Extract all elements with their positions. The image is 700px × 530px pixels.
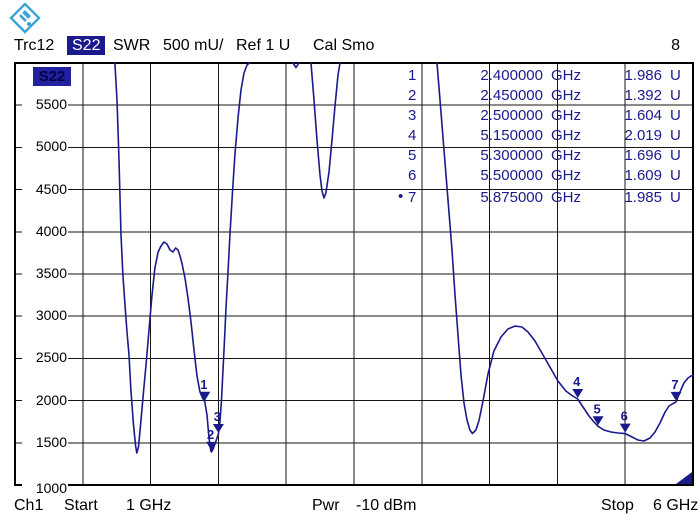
marker-table-frequency: 5.150000 xyxy=(480,127,543,144)
marker-table-number: 1 xyxy=(408,67,417,84)
marker-number-5: 5 xyxy=(593,401,600,416)
y-axis-tick-label: 5500 xyxy=(22,97,68,113)
marker-triangle-3[interactable] xyxy=(212,424,224,434)
marker-table-number: 4 xyxy=(408,127,417,144)
marker-table-number: 7 xyxy=(408,189,417,206)
marker-number-3: 3 xyxy=(214,409,221,424)
marker-table-value-unit: U xyxy=(670,127,681,144)
marker-table-number: 5 xyxy=(408,147,417,164)
marker-table-frequency: 2.450000 xyxy=(480,87,543,104)
marker-table-row: • 7 5.875000 GHz 1.985 U xyxy=(0,188,693,209)
marker-triangle-4[interactable] xyxy=(572,388,584,398)
start-freq-value: 1 GHz xyxy=(126,497,172,514)
marker-table-freq-unit: GHz xyxy=(551,87,581,104)
trace-scale-label: 500 mU/ xyxy=(163,37,224,54)
y-axis-tick-label: 2000 xyxy=(22,392,68,408)
marker-table-freq-unit: GHz xyxy=(551,127,581,144)
ref-level-wedge-icon xyxy=(676,472,692,484)
marker-table-value-unit: U xyxy=(670,189,681,206)
marker-triangle-1[interactable] xyxy=(199,391,211,401)
marker-table-value-unit: U xyxy=(670,147,681,164)
marker-table-value-unit: U xyxy=(670,67,681,84)
marker-table-number: 6 xyxy=(408,167,417,184)
marker-table-row: 6 5.500000 GHz 1.609 U xyxy=(0,167,693,187)
y-axis-tick-label: 3500 xyxy=(22,266,68,281)
channel-label: Ch1 xyxy=(14,497,44,514)
marker-table-value: 2.019 xyxy=(624,127,662,144)
y-axis-tick-label: 2500 xyxy=(22,350,68,366)
marker-table-value-unit: U xyxy=(670,87,681,104)
marker-triangle-6[interactable] xyxy=(619,423,631,433)
active-marker-dot: • xyxy=(398,188,404,205)
marker-table-row: 5 5.300000 GHz 1.696 U xyxy=(0,147,693,167)
marker-table-freq-unit: GHz xyxy=(551,147,581,164)
stop-freq-label: Stop xyxy=(601,497,634,514)
marker-table-value: 1.986 xyxy=(624,67,662,84)
marker-table-value-unit: U xyxy=(670,167,681,184)
marker-table-row: 1 2.400000 GHz 1.986 U xyxy=(0,67,693,87)
marker-table-frequency: 5.300000 xyxy=(480,147,543,164)
y-axis-tick-label: 4000 xyxy=(22,223,68,239)
marker-table-frequency: 5.875000 xyxy=(480,189,543,206)
marker-number-7: 7 xyxy=(671,377,678,392)
marker-number-4: 4 xyxy=(573,374,581,389)
marker-table-frequency: 2.500000 xyxy=(480,107,543,124)
marker-number-2: 2 xyxy=(207,427,214,442)
marker-table-value-unit: U xyxy=(670,107,681,124)
marker-number-1: 1 xyxy=(200,377,207,392)
rs-logo-icon xyxy=(9,3,41,34)
marker-table-freq-unit: GHz xyxy=(551,167,581,184)
trace-legend-badge: S22 xyxy=(33,67,71,86)
diagram-number-label: 8 xyxy=(671,37,680,54)
marker-triangle-2[interactable] xyxy=(206,441,218,451)
trace-name-label: Trc12 xyxy=(14,37,55,54)
trace-parameter-chip[interactable]: S22 xyxy=(67,36,106,55)
marker-table-row: 2 2.450000 GHz 1.392 U xyxy=(0,87,693,107)
trace-ref-label: Ref 1 U xyxy=(236,37,291,54)
y-axis-tick-label: 1500 xyxy=(22,434,68,450)
marker-table-number: 3 xyxy=(408,107,417,124)
marker-number-6: 6 xyxy=(621,409,628,424)
trace-info-bar: Trc12 S22 SWR 500 mU/ Ref 1 U Cal Smo 8 xyxy=(0,36,700,56)
marker-table-frequency: 2.400000 xyxy=(480,67,543,84)
y-axis-tick-label: 3000 xyxy=(22,308,68,324)
marker-triangle-5[interactable] xyxy=(592,416,604,426)
marker-table-value: 1.985 xyxy=(624,189,662,206)
power-value: -10 dBm xyxy=(356,497,417,514)
marker-table-value: 1.696 xyxy=(624,147,662,164)
marker-table-frequency: 5.500000 xyxy=(480,167,543,184)
marker-table-number: 2 xyxy=(408,87,417,104)
trace-format-label: SWR xyxy=(113,37,151,54)
marker-table-row: 4 5.150000 GHz 2.019 U xyxy=(0,127,693,147)
marker-triangle-7[interactable] xyxy=(670,391,682,401)
marker-table-row: 3 2.500000 GHz 1.604 U xyxy=(0,107,693,127)
marker-table-value: 1.392 xyxy=(624,87,662,104)
start-freq-label: Start xyxy=(64,497,98,514)
marker-table-value: 1.604 xyxy=(624,107,662,124)
y-axis-tick-label: 4500 xyxy=(22,181,68,197)
y-axis-tick-label: 5000 xyxy=(22,139,68,155)
power-label: Pwr xyxy=(312,497,340,514)
marker-table-freq-unit: GHz xyxy=(551,189,581,206)
marker-table-value: 1.609 xyxy=(624,167,662,184)
y-axis-tick-label: 1000 xyxy=(22,481,68,496)
marker-table-freq-unit: GHz xyxy=(551,107,581,124)
cal-smo-status-label: Cal Smo xyxy=(313,37,375,54)
marker-table-freq-unit: GHz xyxy=(551,67,581,84)
channel-info-bar: Ch1 Start 1 GHz Pwr -10 dBm Stop 6 GHz xyxy=(0,497,700,519)
stop-freq-value: 6 GHz xyxy=(653,497,699,514)
